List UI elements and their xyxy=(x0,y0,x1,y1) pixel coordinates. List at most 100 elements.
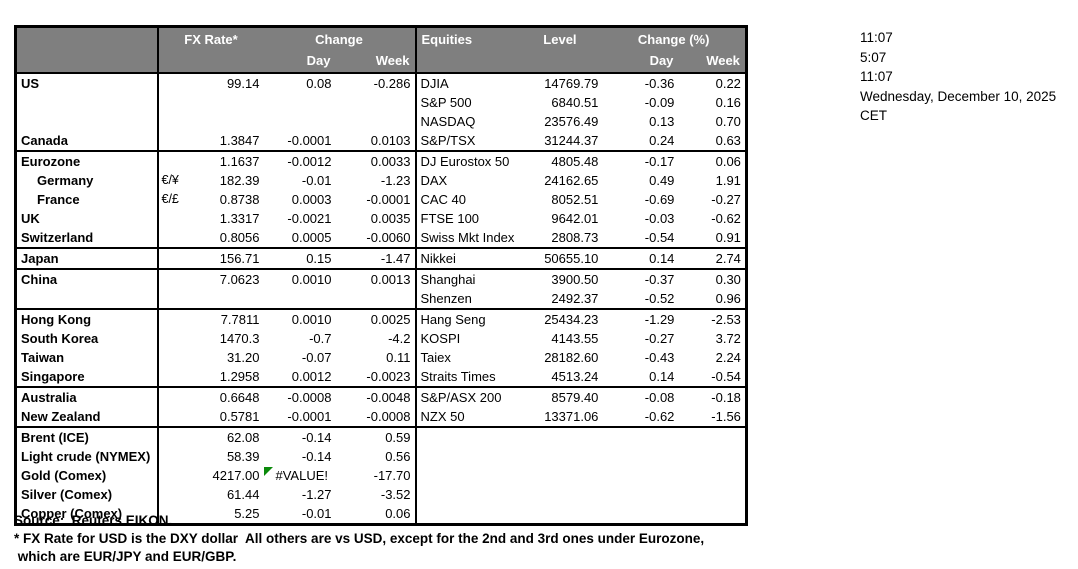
fx-pair-symbol[interactable]: €/£ xyxy=(156,190,192,209)
equity-level-cell[interactable]: 31244.37 xyxy=(544,133,599,148)
fx-row-label[interactable]: Japan xyxy=(15,247,158,269)
equity-week-subheader[interactable]: Week xyxy=(678,52,747,73)
equity-week-change-cell[interactable]: 3.72 xyxy=(715,331,741,346)
equity-name-cell[interactable]: KOSPI xyxy=(414,329,518,348)
fx-row-label[interactable]: Copper (Comex) xyxy=(21,506,123,521)
fx-pair-symbol[interactable] xyxy=(156,247,192,269)
equity-level-cell[interactable]: 9642.01 xyxy=(551,211,599,226)
equity-week-change-cell[interactable]: 0.30 xyxy=(678,268,747,289)
fx-day-change-cell[interactable]: -0.01 xyxy=(301,173,332,188)
equity-week-change-cell[interactable] xyxy=(678,447,746,466)
fx-pair-symbol[interactable] xyxy=(156,73,192,93)
equity-level-cell[interactable]: 23576.49 xyxy=(544,114,599,129)
fx-rate-cell[interactable]: 5.25 xyxy=(234,506,260,521)
corner-blank-cell[interactable] xyxy=(15,26,158,52)
equity-week-change-cell[interactable]: -0.18 xyxy=(678,386,747,407)
fx-week-change-cell[interactable]: -4.2 xyxy=(388,331,411,346)
equity-day-change-cell[interactable]: -0.27 xyxy=(644,331,675,346)
equity-day-change-cell[interactable] xyxy=(602,466,678,485)
fx-pair-symbol[interactable] xyxy=(156,268,192,289)
equity-week-change-cell[interactable]: 1.91 xyxy=(715,173,741,188)
fx-day-change-cell[interactable]: #VALUE! xyxy=(263,466,336,485)
fx-day-change-cell[interactable] xyxy=(264,93,336,112)
equity-level-cell[interactable]: 2492.37 xyxy=(551,291,599,306)
equity-day-change-cell[interactable]: -0.54 xyxy=(644,230,675,245)
fx-rate-cell[interactable]: 1.3317 xyxy=(219,211,260,226)
equity-name-cell[interactable]: Hang Seng xyxy=(414,308,518,329)
equity-day-change-cell[interactable]: 0.24 xyxy=(649,133,675,148)
fx-row-label[interactable]: Taiwan xyxy=(21,350,65,365)
equity-level-cell[interactable]: 24162.65 xyxy=(544,173,599,188)
equity-day-change-cell[interactable]: -0.69 xyxy=(644,192,675,207)
fx-day-change-cell[interactable]: -0.0021 xyxy=(287,211,332,226)
fx-week-change-cell[interactable]: 0.0035 xyxy=(370,211,411,226)
fx-rate-cell[interactable]: 182.39 xyxy=(219,173,260,188)
fx-day-subheader[interactable]: Day xyxy=(263,52,336,73)
fx-pair-symbol[interactable] xyxy=(156,367,192,387)
fx-rate-cell[interactable] xyxy=(192,289,264,309)
fx-day-change-cell[interactable]: -0.0008 xyxy=(263,386,336,407)
fx-day-change-cell[interactable]: -0.7 xyxy=(309,331,332,346)
blank-header-cell[interactable] xyxy=(156,52,192,73)
equity-level-cell[interactable] xyxy=(517,466,602,485)
fx-row-label[interactable]: Singapore xyxy=(21,369,85,384)
fx-week-change-cell[interactable]: -0.0008 xyxy=(366,409,411,424)
fx-rate-cell[interactable]: 0.8738 xyxy=(219,192,260,207)
equity-level-cell[interactable]: 2808.73 xyxy=(551,230,599,245)
fx-week-change-cell[interactable]: 0.0013 xyxy=(335,268,416,289)
fx-pair-symbol[interactable] xyxy=(156,386,192,407)
fx-row-label[interactable] xyxy=(16,112,158,131)
fx-rate-cell[interactable]: 4217.00 xyxy=(212,468,260,483)
fx-rate-cell[interactable]: 1470.3 xyxy=(219,331,260,346)
equity-name-cell[interactable]: CAC 40 xyxy=(414,190,518,209)
fx-week-change-cell[interactable]: -17.70 xyxy=(373,468,411,483)
fx-rate-cell[interactable]: 31.20 xyxy=(226,350,260,365)
fx-rate-cell[interactable] xyxy=(192,112,264,131)
fx-row-label[interactable] xyxy=(16,93,158,112)
fx-row-label[interactable] xyxy=(16,289,158,309)
fx-week-change-cell[interactable] xyxy=(336,289,416,309)
fx-rate-cell[interactable]: 7.7811 xyxy=(191,308,264,329)
fx-pair-symbol[interactable] xyxy=(156,447,192,466)
fx-rate-cell[interactable]: 61.44 xyxy=(226,487,260,502)
equity-week-change-cell[interactable]: -1.56 xyxy=(711,409,741,424)
fx-day-change-cell[interactable]: 0.0012 xyxy=(291,369,332,384)
equity-day-change-cell[interactable]: -0.37 xyxy=(602,268,679,289)
equity-name-cell[interactable]: DJ Eurostox 50 xyxy=(414,150,518,171)
fx-pair-symbol[interactable] xyxy=(156,93,192,112)
fx-row-label[interactable]: Light crude (NYMEX) xyxy=(21,449,151,464)
equity-name-cell[interactable]: Nikkei xyxy=(414,247,518,269)
fx-pair-symbol[interactable] xyxy=(156,228,192,248)
fx-change-column-header[interactable]: Change xyxy=(263,26,416,52)
fx-pair-symbol[interactable] xyxy=(156,112,192,131)
equity-day-change-cell[interactable]: -0.03 xyxy=(644,211,675,226)
fx-pair-symbol[interactable] xyxy=(156,466,192,485)
equity-week-change-cell[interactable] xyxy=(678,466,746,485)
equity-name-cell[interactable] xyxy=(414,485,518,504)
equity-level-cell[interactable]: 4513.24 xyxy=(551,369,599,384)
equity-week-change-cell[interactable] xyxy=(678,485,746,504)
equity-name-cell[interactable]: Swiss Mkt Index xyxy=(414,228,518,248)
equity-week-change-cell[interactable]: 0.70 xyxy=(715,114,741,129)
equity-week-change-cell[interactable]: 0.22 xyxy=(715,76,741,91)
fx-day-change-cell[interactable]: -0.0001 xyxy=(287,409,332,424)
fx-week-change-cell[interactable]: -0.0048 xyxy=(335,386,416,407)
fx-pair-symbol[interactable] xyxy=(156,348,192,367)
fx-day-change-cell[interactable]: 0.15 xyxy=(263,247,336,269)
fx-row-label[interactable]: New Zealand xyxy=(21,409,101,424)
blank-header-cell[interactable] xyxy=(414,52,518,73)
equity-day-change-cell[interactable] xyxy=(602,485,678,504)
equity-level-cell[interactable]: 4143.55 xyxy=(551,331,599,346)
fx-row-label[interactable]: France xyxy=(37,192,80,207)
equity-day-change-cell[interactable]: -0.17 xyxy=(602,150,679,171)
fx-rate-cell[interactable] xyxy=(192,93,264,112)
fx-day-change-cell[interactable]: 0.08 xyxy=(306,76,332,91)
fx-week-change-cell[interactable]: 0.0025 xyxy=(335,308,416,329)
equity-week-change-cell[interactable]: 0.63 xyxy=(715,133,741,148)
fx-rate-cell[interactable]: 1.1637 xyxy=(191,150,264,171)
equity-name-cell[interactable] xyxy=(414,447,518,466)
equity-name-cell[interactable]: S&P/TSX xyxy=(414,131,518,151)
equities-column-header[interactable]: Equities xyxy=(414,26,518,52)
fx-day-change-cell[interactable]: -0.07 xyxy=(301,350,332,365)
fx-rate-cell[interactable]: 99.14 xyxy=(226,76,260,91)
